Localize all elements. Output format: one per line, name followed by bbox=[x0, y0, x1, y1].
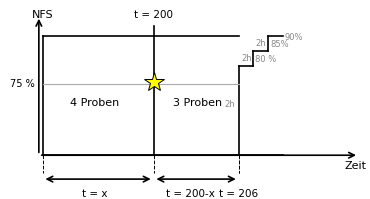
Text: 2h: 2h bbox=[256, 39, 266, 48]
Text: t = 206: t = 206 bbox=[219, 189, 258, 199]
Text: 90%: 90% bbox=[285, 33, 303, 42]
Text: 80 %: 80 % bbox=[255, 55, 276, 64]
Text: t = 200: t = 200 bbox=[134, 10, 173, 20]
Text: 75 %: 75 % bbox=[10, 79, 35, 89]
Text: 3 Proben: 3 Proben bbox=[174, 99, 222, 108]
Text: t = 200-x: t = 200-x bbox=[166, 189, 215, 199]
Text: 4 Proben: 4 Proben bbox=[70, 99, 119, 108]
Text: 85%: 85% bbox=[270, 40, 289, 49]
Text: Zeit: Zeit bbox=[344, 161, 366, 171]
Text: 2h: 2h bbox=[241, 54, 252, 63]
Text: NFS: NFS bbox=[31, 10, 53, 20]
Text: 2h: 2h bbox=[224, 100, 235, 109]
Text: t = x: t = x bbox=[82, 189, 107, 199]
